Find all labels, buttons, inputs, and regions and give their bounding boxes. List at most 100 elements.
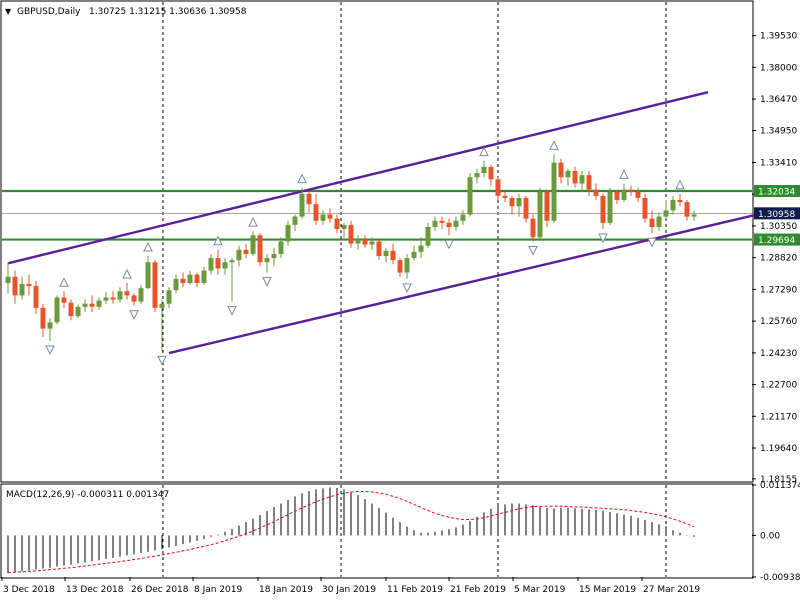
candle-body	[628, 189, 634, 192]
price-axis-label: 1.36470	[760, 95, 797, 105]
candle	[362, 235, 368, 248]
candle	[607, 187, 613, 225]
candle	[334, 214, 340, 234]
price-level-tag	[754, 233, 800, 246]
fractal-down-marker	[262, 277, 272, 287]
price-level-tag	[754, 207, 800, 220]
candle	[61, 291, 67, 308]
candle	[677, 193, 683, 207]
candle	[488, 164, 494, 186]
candle-body	[131, 295, 137, 302]
candle	[264, 253, 270, 273]
candle	[530, 214, 536, 242]
candle-body	[516, 197, 522, 207]
candle-body	[369, 241, 375, 245]
candle-body	[194, 274, 200, 283]
candle-body	[362, 239, 368, 245]
macd-axis: 0.011374 0.00 -0.00938	[752, 481, 800, 583]
candle	[411, 245, 417, 261]
macd-signal-line	[7, 491, 695, 574]
time-axis-label: 21 Feb 2019	[450, 585, 506, 595]
candle	[117, 287, 123, 303]
candle-body	[26, 284, 32, 287]
candle	[348, 220, 354, 248]
candle-body	[558, 162, 564, 178]
candle	[208, 253, 214, 275]
price-axis-label: 1.18155	[760, 475, 797, 485]
candle-body	[19, 284, 25, 296]
price-axis-label: 1.25760	[760, 317, 797, 327]
candle-body	[257, 235, 263, 263]
fractal-up-marker	[479, 146, 489, 157]
time-axis-label: 11 Feb 2019	[387, 585, 443, 595]
time-axis-label: 13 Dec 2018	[66, 585, 124, 595]
candle	[684, 200, 690, 221]
candle-body	[383, 250, 389, 257]
candle	[579, 170, 585, 192]
candle	[19, 276, 25, 300]
fractal-up-marker	[122, 268, 132, 279]
candle	[201, 266, 207, 286]
candle	[635, 187, 641, 203]
candle	[110, 291, 116, 304]
candle	[691, 210, 697, 221]
price-axis-label: 1.21170	[760, 412, 797, 422]
candle-body	[68, 302, 74, 317]
candle-body	[348, 224, 354, 244]
collapse-triangle-icon[interactable]: ▼	[5, 7, 12, 16]
price-level-tag-label: 1.30958	[758, 210, 795, 220]
candle-body	[61, 297, 67, 303]
candle	[460, 210, 466, 225]
candle-body	[460, 214, 466, 221]
candle-body	[509, 197, 515, 207]
fractal-up-marker	[143, 241, 153, 252]
candle-body	[187, 274, 193, 283]
candle	[572, 166, 578, 188]
candle	[383, 247, 389, 263]
candle	[628, 185, 634, 196]
candle	[12, 270, 18, 304]
candle-body	[446, 222, 452, 227]
candle-body	[607, 191, 613, 223]
candle-body	[229, 260, 235, 263]
candle	[502, 191, 508, 203]
candle	[257, 233, 263, 267]
price-axis-label: 1.39530	[760, 32, 797, 42]
candle-body	[243, 249, 249, 254]
time-axis-label: 26 Dec 2018	[131, 585, 189, 595]
candle	[299, 187, 305, 219]
candle-body	[684, 202, 690, 217]
candle	[166, 287, 172, 308]
price-level-tag	[754, 185, 800, 198]
price-axis-label: 1.38000	[760, 63, 797, 73]
candle	[565, 168, 571, 186]
candle-body	[110, 297, 116, 300]
time-axis-label: 3 Dec 2018	[3, 585, 55, 595]
fractal-up-marker	[59, 277, 69, 287]
candle-body	[82, 303, 88, 307]
price-axis-label: 1.34950	[760, 127, 797, 137]
fractal-down-marker	[45, 345, 55, 356]
candle	[194, 272, 200, 288]
fractal-down-marker	[157, 355, 167, 366]
candle	[509, 195, 515, 215]
candle-body	[425, 226, 431, 246]
macd-axis-label: 0.00	[760, 531, 780, 541]
candle	[404, 253, 410, 279]
candle	[656, 212, 662, 232]
candle-body	[12, 276, 18, 296]
candle-body	[5, 276, 11, 283]
candle	[418, 237, 424, 259]
ohlc-readout: 1.30725 1.31215 1.30636 1.30958	[89, 7, 247, 17]
candle-body	[96, 300, 102, 307]
candle	[124, 282, 130, 300]
candle-body	[586, 175, 592, 190]
candle	[89, 295, 95, 313]
candle-body	[173, 278, 179, 291]
candle	[54, 295, 60, 325]
candle	[558, 158, 564, 184]
fractal-up-marker	[675, 179, 685, 190]
fractal-down-marker	[528, 246, 538, 256]
trend-channel	[7, 91, 758, 355]
candle-body	[565, 170, 571, 178]
